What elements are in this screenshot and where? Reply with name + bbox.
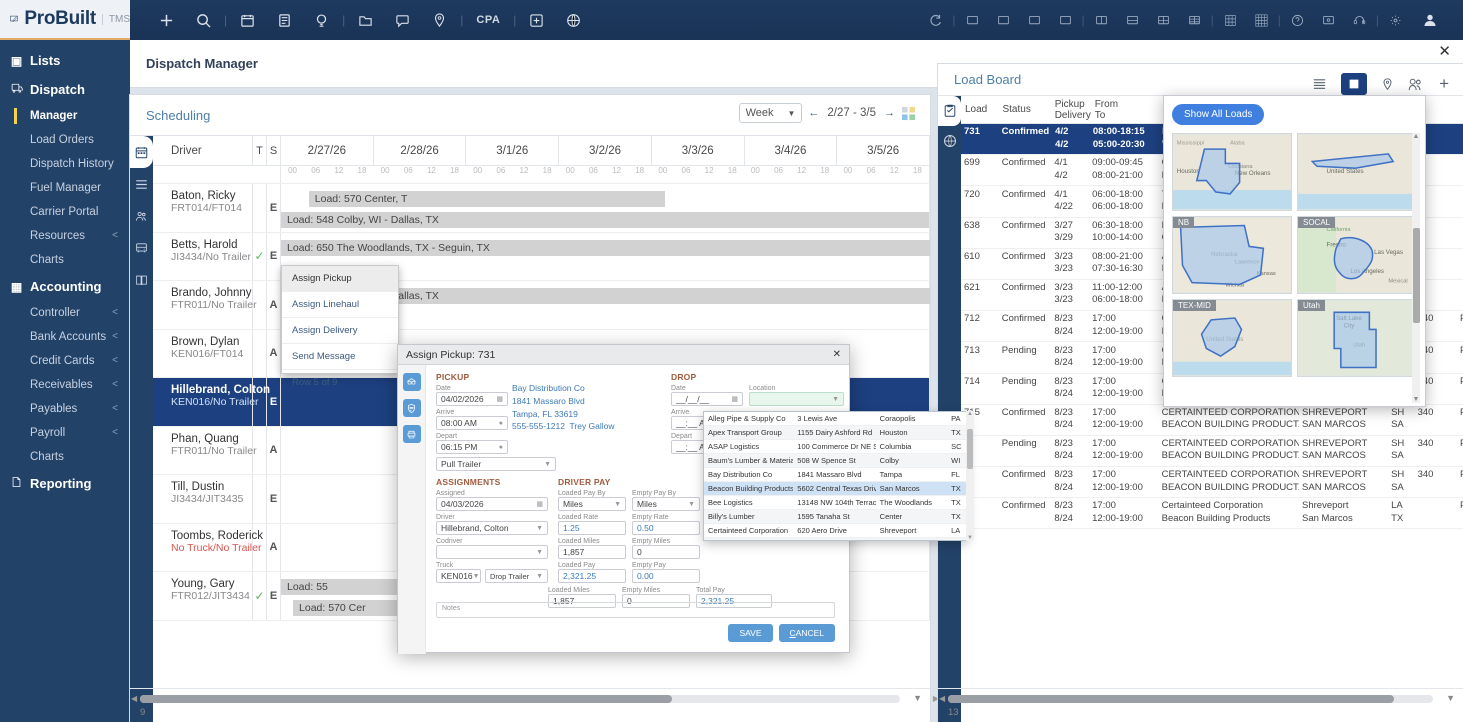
svg-text:United States: United States bbox=[1327, 168, 1364, 175]
svg-text:Mexical: Mexical bbox=[1388, 279, 1407, 285]
svg-text:California: California bbox=[1327, 227, 1352, 233]
svg-text:Mississippi: Mississippi bbox=[1177, 140, 1205, 146]
svg-text:Las Vegas: Las Vegas bbox=[1374, 249, 1403, 256]
svg-text:Alaba: Alaba bbox=[1230, 140, 1245, 146]
svg-text:Houston: Houston bbox=[1177, 168, 1201, 175]
